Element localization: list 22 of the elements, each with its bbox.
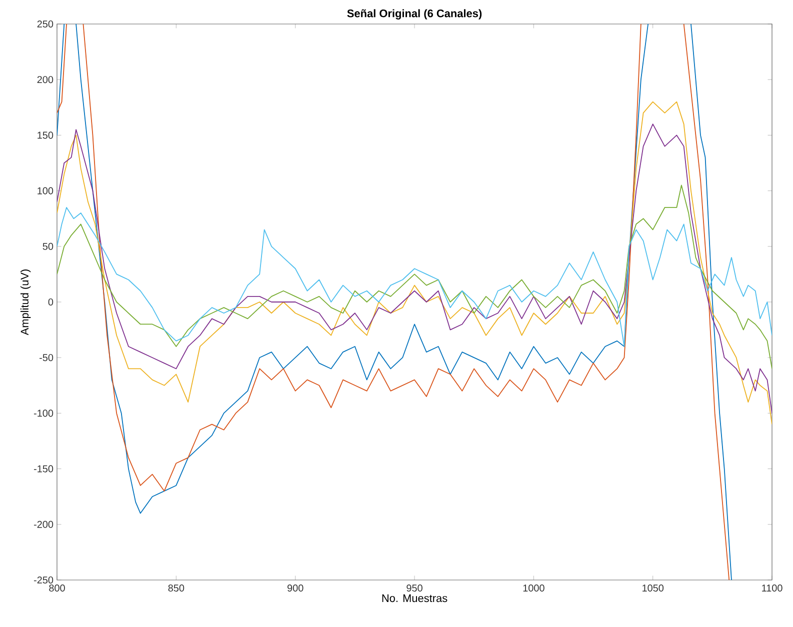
y-tick-label: -50 xyxy=(40,354,54,362)
y-tick-label: -150 xyxy=(34,465,54,472)
chart-title: Señal Original (6 Canales) xyxy=(347,9,482,20)
x-axis-title: No. Muestras xyxy=(382,594,448,602)
y-tick-label: 200 xyxy=(37,76,54,84)
x-tick-label: 950 xyxy=(406,584,422,592)
x-tick-label: 1050 xyxy=(642,584,664,592)
x-tick-label: 1100 xyxy=(762,584,782,592)
y-tick-label: 100 xyxy=(38,187,54,194)
y-tick-label: -200 xyxy=(34,520,54,528)
y-tick-label: 0 xyxy=(48,298,54,306)
line-series xyxy=(57,207,772,347)
y-tick-label: 250 xyxy=(37,20,54,28)
x-tick-label: 900 xyxy=(287,584,304,592)
y-tick-label: -250 xyxy=(34,576,54,584)
y-tick-label: 50 xyxy=(42,242,54,250)
x-tick-label: 800 xyxy=(49,584,65,592)
x-tick-label: 1000 xyxy=(523,584,544,592)
y-axis-title: Amplitud (uV) xyxy=(20,270,31,336)
y-tick-label: 150 xyxy=(38,132,54,139)
y-tick-label: -100 xyxy=(34,410,54,417)
x-tick-label: 850 xyxy=(168,584,184,592)
